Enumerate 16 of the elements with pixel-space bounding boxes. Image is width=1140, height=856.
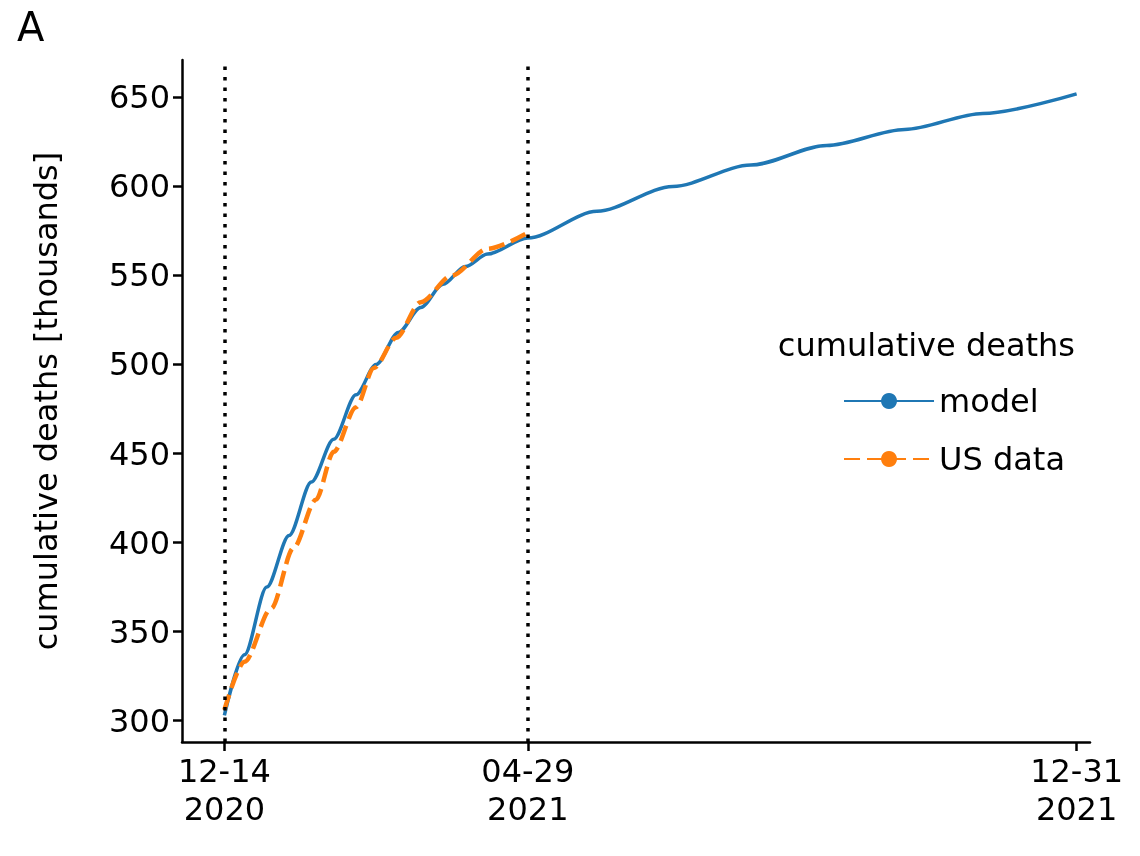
legend-title: cumulative deaths (777, 326, 1075, 364)
y-axis-title: cumulative deaths [thousands] (27, 151, 65, 651)
y-tick-label: 550 (108, 256, 170, 295)
legend-label: model (939, 382, 1039, 420)
x-tick-label: 12-14 2020 (177, 752, 271, 828)
x-tick-label: 04-29 2021 (481, 752, 575, 828)
legend-label: US data (939, 440, 1065, 478)
y-tick-label: 350 (108, 612, 170, 651)
x-tick-label: 12-31 2021 (1030, 752, 1124, 828)
y-tick-label: 500 (108, 345, 170, 384)
y-tick-label: 400 (108, 523, 170, 562)
y-tick-label: 300 (108, 701, 170, 740)
y-tick-label: 650 (108, 78, 170, 117)
y-tick-label: 600 (108, 167, 170, 206)
text: A (17, 4, 45, 50)
y-tick-label: 450 (108, 434, 170, 473)
